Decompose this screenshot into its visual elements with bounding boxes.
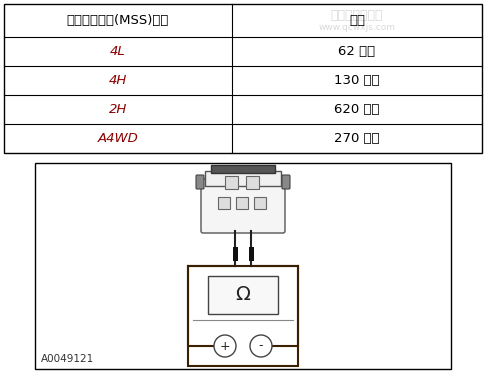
Text: 2H: 2H [109,103,127,116]
Bar [35,163,451,369]
Text: A4WD: A4WD [98,132,139,145]
FancyBboxPatch shape [201,179,285,233]
Text: 模式选择开关(MSS)位置: 模式选择开关(MSS)位置 [67,14,169,27]
Text: 270 欧姆: 270 欧姆 [334,132,380,145]
Text: Ω: Ω [236,285,250,305]
Bar [232,247,238,261]
Text: 电阻: 电阻 [349,14,365,27]
Bar [246,176,259,189]
Text: www.qcwxjs.com: www.qcwxjs.com [318,23,396,32]
Bar [236,197,248,209]
Text: 620 欧姆: 620 欧姆 [334,103,380,116]
Text: 130 欧姆: 130 欧姆 [334,74,380,87]
Text: 4H: 4H [109,74,127,87]
Text: +: + [220,340,230,352]
Text: -: - [259,340,263,352]
Bar [208,276,278,314]
Bar [254,197,266,209]
Text: A0049121: A0049121 [41,354,94,364]
FancyBboxPatch shape [282,175,290,189]
Bar [225,176,238,189]
Bar [4,4,482,153]
Circle shape [250,335,272,357]
Text: 汽车维修技术网: 汽车维修技术网 [331,9,383,22]
Bar [188,266,298,366]
Bar [205,171,281,186]
Text: 4L: 4L [110,45,126,58]
Bar [248,247,254,261]
Text: 62 欧姆: 62 欧姆 [338,45,376,58]
FancyBboxPatch shape [196,175,204,189]
Circle shape [214,335,236,357]
Bar [211,165,275,173]
Bar [218,197,230,209]
